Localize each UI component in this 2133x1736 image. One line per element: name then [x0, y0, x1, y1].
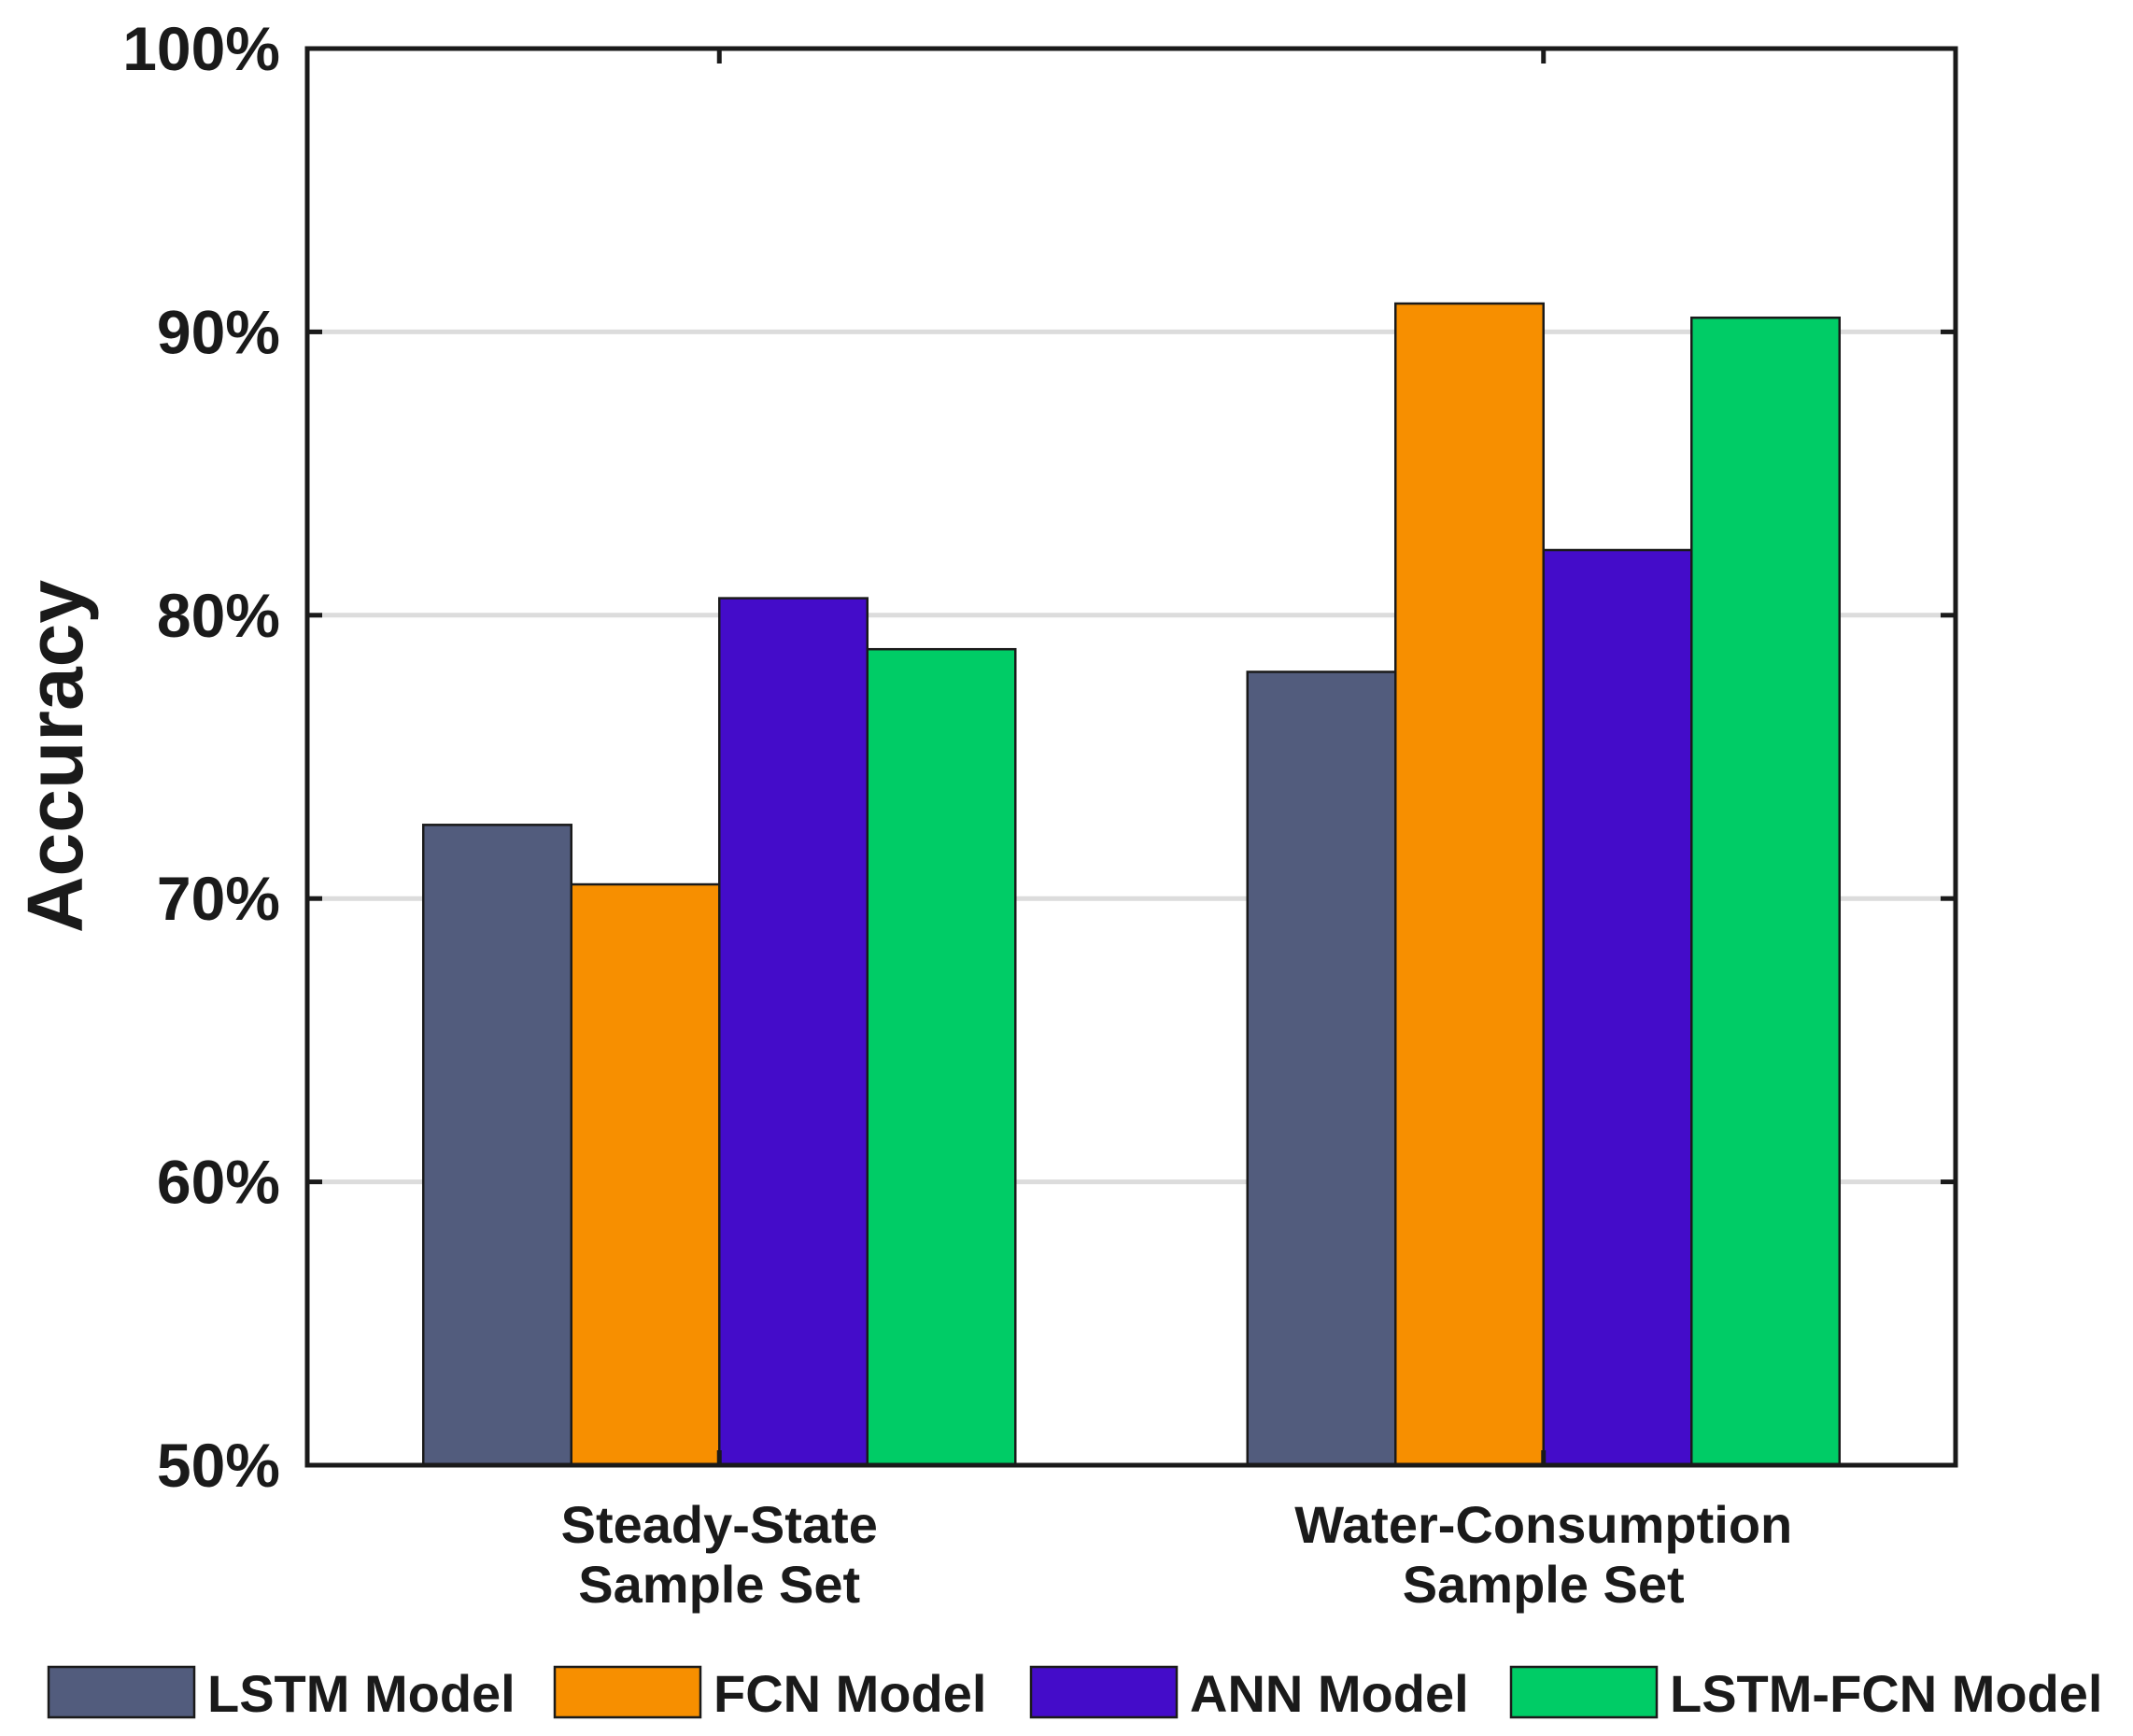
x-tick-label: Steady-State — [561, 1495, 878, 1554]
bar-fcn-model-0 — [570, 882, 721, 1467]
legend-swatch — [1029, 1665, 1179, 1719]
y-tick-label: 50% — [157, 1431, 280, 1500]
legend-label: LSTM Model — [207, 1664, 516, 1723]
legend-label: ANN Model — [1190, 1664, 1469, 1723]
legend-swatch — [553, 1665, 702, 1719]
bars — [422, 302, 1841, 1467]
legend-label: LSTM-FCN Model — [1670, 1664, 2102, 1723]
y-tick-label: 90% — [157, 297, 280, 366]
y-tick-labels: 50% 60% 70% 80% 90% 100% — [122, 14, 280, 1500]
legend-swatch — [1509, 1665, 1659, 1719]
x-tick-label: Sample Set — [1403, 1555, 1685, 1614]
legend-swatch — [47, 1665, 196, 1719]
bar-ann-model-1 — [1542, 548, 1693, 1467]
y-tick-label: 80% — [157, 581, 280, 650]
legend: LSTM Model FCN Model ANN Model LSTM-FCN Mod… — [47, 1664, 2102, 1723]
plot-frame — [304, 46, 1958, 1468]
bar-ann-model-0 — [718, 597, 869, 1467]
bar-lstm-fcn-model-0 — [866, 647, 1017, 1467]
bar-lstm-model-0 — [422, 824, 572, 1467]
y-tick-label: 60% — [157, 1148, 280, 1217]
x-tick-label: Water-Consumption — [1294, 1495, 1792, 1554]
y-tick-label: 70% — [157, 864, 280, 933]
bar-fcn-model-1 — [1394, 302, 1545, 1467]
bar-lstm-fcn-model-1 — [1690, 316, 1841, 1467]
y-axis-label: Accuracy — [11, 580, 99, 934]
axis-ticks — [307, 46, 1956, 1468]
y-tick-label: 100% — [122, 14, 280, 83]
bar-lstm-model-1 — [1246, 670, 1397, 1467]
x-tick-label: Sample Set — [578, 1555, 860, 1614]
legend-label: FCN Model — [713, 1664, 986, 1723]
